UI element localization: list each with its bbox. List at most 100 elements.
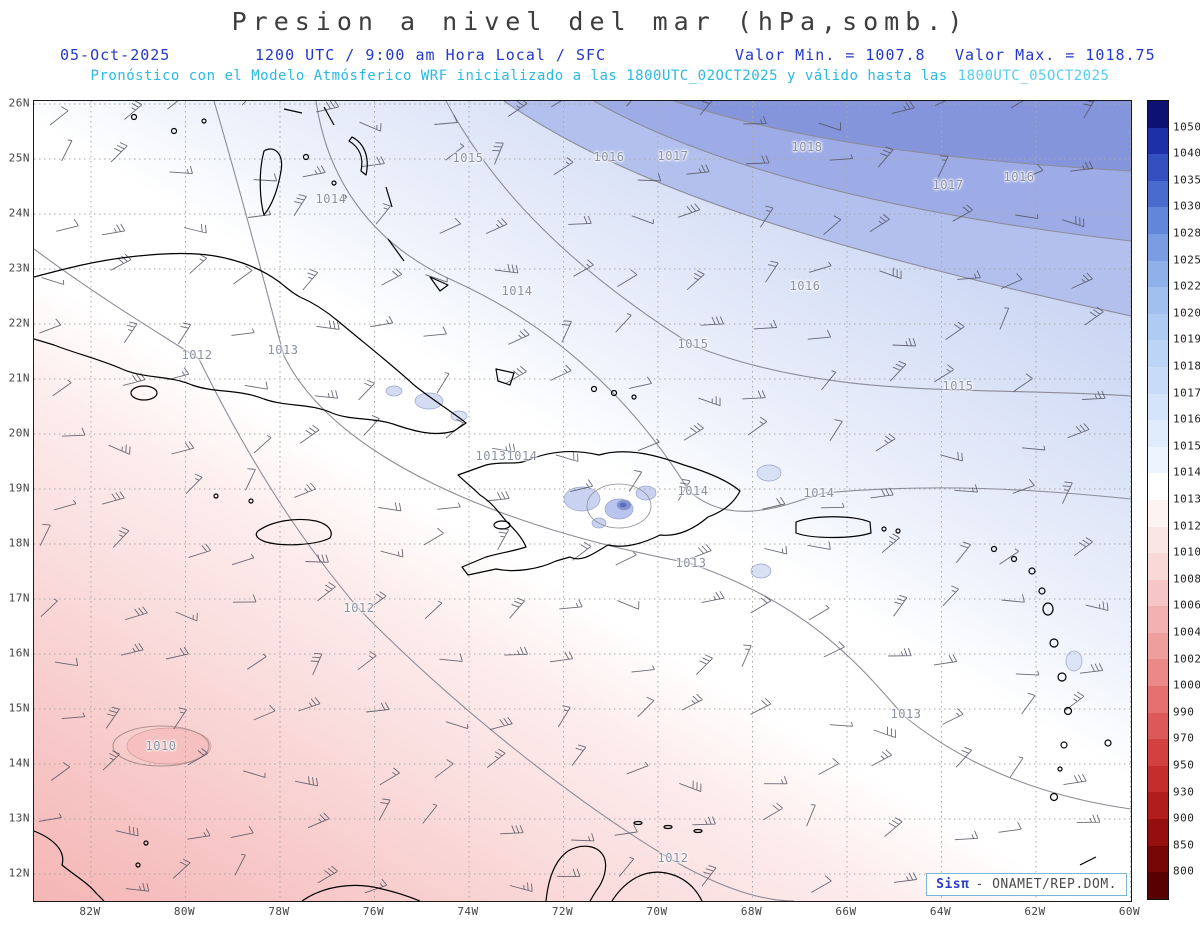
lat-label: 26N (8, 96, 30, 110)
colorbar-tick-label: 950 (1173, 758, 1195, 772)
lon-label: 74W (457, 905, 479, 918)
pressure-map: 1015 1016 1017 1018 1017 1016 1014 1016 1014 1015… (33, 100, 1132, 902)
colorbar-tick-label: 1008 (1173, 572, 1200, 586)
colorbar-segment (1148, 180, 1168, 208)
colorbar-tick-label: 1006 (1173, 598, 1200, 612)
watermark-brand: Sisπ (936, 877, 970, 892)
colorbar-tick-label: 1018 (1173, 359, 1200, 373)
grid-lines (34, 101, 1131, 901)
lat-label: 22N (8, 316, 30, 330)
colorbar-tick-label: 1035 (1173, 173, 1200, 187)
colorbar-tick-label: 1012 (1173, 519, 1200, 533)
watermark-text: - ONAMET/REP.DOM. (975, 877, 1117, 892)
lon-label: 82W (79, 905, 101, 918)
colorbar-tick-label: 1022 (1173, 279, 1200, 293)
colorbar-segment (1148, 712, 1168, 740)
colorbar-segment (1148, 313, 1168, 341)
colorbar-segment (1148, 872, 1168, 899)
lat-label: 23N (8, 261, 30, 275)
colorbar-segment (1148, 659, 1168, 687)
colorbar-segment (1148, 845, 1168, 873)
lon-label: 76W (362, 905, 385, 918)
header-line-info: 05-Oct-2025 1200 UTC / 9:00 am Hora Loca… (0, 46, 1200, 64)
lat-label: 16N (8, 646, 30, 660)
colorbar-segment (1148, 287, 1168, 314)
watermark-box: Sisπ - ONAMET/REP.DOM. (926, 873, 1127, 896)
colorbar-tick-label: 1002 (1173, 652, 1200, 666)
lat-label: 19N (8, 481, 30, 495)
header-date: 05-Oct-2025 (60, 46, 171, 64)
colorbar-segment (1148, 819, 1168, 846)
lon-label: 64W (929, 905, 952, 918)
lat-label: 20N (8, 426, 30, 440)
lat-label: 21N (8, 371, 30, 385)
header-max-value: Valor Max. = 1018.75 (955, 46, 1156, 64)
map-graphic (34, 101, 1131, 901)
lat-label: 24N (8, 206, 30, 220)
colorbar-segment (1148, 207, 1168, 234)
colorbar-tick-label: 850 (1173, 838, 1195, 852)
colorbar-tick-label: 1019 (1173, 332, 1200, 346)
colorbar-tick-label: 1015 (1173, 439, 1200, 453)
colorbar-segment (1148, 340, 1168, 367)
colorbar-segment (1148, 499, 1168, 527)
colorbar-segment (1148, 632, 1168, 660)
wind-barbs (38, 101, 1109, 894)
colorbar-segment (1148, 420, 1168, 447)
colorbar-segment (1148, 739, 1168, 766)
page-title: Presion a nivel del mar (hPa,somb.) (231, 7, 969, 36)
colorbar-tick-label: 1000 (1173, 678, 1200, 692)
forecast-valid-time: 1800UTC_05OCT2025 (957, 68, 1110, 84)
lon-label: 60W (1118, 905, 1141, 918)
colorbar-tick-label: 1050 (1173, 120, 1200, 134)
lon-label: 80W (173, 905, 196, 918)
colorbar-segment (1148, 446, 1168, 474)
colorbar-tick-label: 800 (1173, 864, 1195, 878)
header-time: 1200 UTC / 9:00 am Hora Local / SFC (255, 46, 607, 64)
colorbar-segment (1148, 792, 1168, 820)
colorbar-segment (1148, 526, 1168, 554)
header-min-value: Valor Min. = 1007.8 (735, 46, 926, 64)
colorbar-tick-label: 1017 (1173, 386, 1200, 400)
colorbar (1147, 100, 1169, 900)
colorbar-tick-label: 900 (1173, 811, 1195, 825)
colorbar-tick-label: 930 (1173, 785, 1195, 799)
colorbar-segment (1148, 233, 1168, 261)
colorbar-tick-label: 1016 (1173, 412, 1200, 426)
colorbar-tick-label: 1025 (1173, 253, 1200, 267)
colorbar-tick-label: 1030 (1173, 199, 1200, 213)
colorbar-tick-label: 970 (1173, 731, 1195, 745)
colorbar-segment (1148, 127, 1168, 155)
colorbar-segment (1148, 101, 1168, 128)
lon-label: 78W (268, 905, 290, 918)
colorbar-segment (1148, 260, 1168, 288)
colorbar-tick-label: 1020 (1173, 306, 1200, 320)
colorbar-tick-label: 1010 (1173, 545, 1200, 559)
colorbar-segment (1148, 579, 1168, 607)
colorbar-tick-label: 1040 (1173, 146, 1200, 160)
lon-label: 66W (835, 905, 857, 918)
lat-label: 14N (8, 756, 30, 770)
high-pressure-shading (504, 101, 1131, 316)
colorbar-segment (1148, 765, 1168, 793)
coastlines (34, 106, 1112, 901)
colorbar-tick-label: 1004 (1173, 625, 1200, 639)
lat-label: 12N (8, 866, 30, 880)
colorbar-segment (1148, 473, 1168, 500)
lat-label: 17N (8, 591, 30, 605)
lon-label: 62W (1024, 905, 1046, 918)
colorbar-tick-label: 1013 (1173, 492, 1200, 506)
colorbar-tick-label: 990 (1173, 705, 1195, 719)
colorbar-segment (1148, 606, 1168, 633)
forecast-text: Pronóstico con el Modelo Atmósferico WRF… (90, 68, 948, 84)
lon-label: 72W (551, 905, 574, 918)
lat-label: 18N (8, 536, 30, 550)
colorbar-segment (1148, 154, 1168, 181)
colorbar-tick-label: 1028 (1173, 226, 1200, 240)
header-forecast-line: Pronóstico con el Modelo Atmósferico WRF… (0, 68, 1200, 84)
lat-label: 15N (8, 701, 30, 715)
lat-label: 25N (8, 151, 30, 165)
lon-label: 70W (646, 905, 668, 918)
lon-label: 68W (740, 905, 763, 918)
